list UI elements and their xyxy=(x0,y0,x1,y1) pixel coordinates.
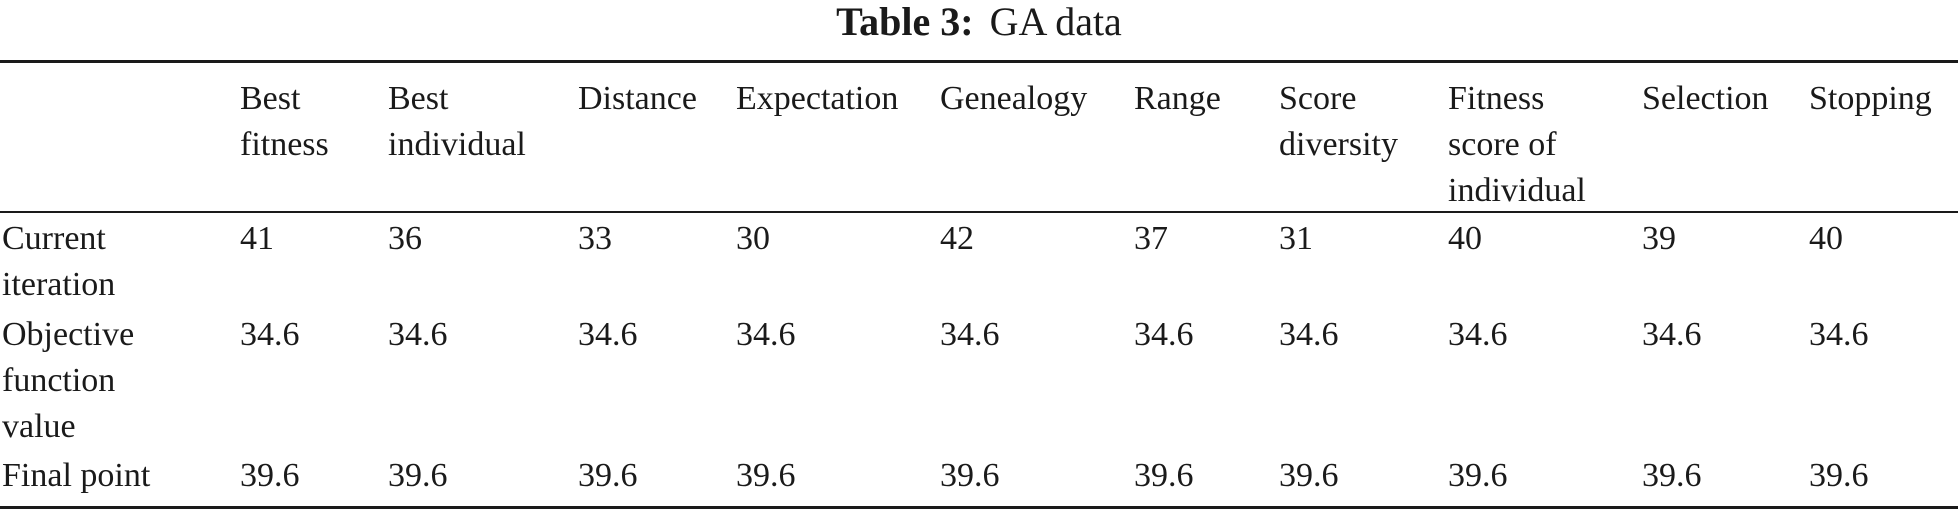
table-cell: 34.6 xyxy=(736,316,796,353)
table-cell: 34.6 xyxy=(1134,316,1194,353)
table-cell: 39.6 xyxy=(1279,457,1339,494)
table-caption-title: GA data xyxy=(989,0,1122,44)
table-cell: 34.6 xyxy=(388,316,448,353)
bottom-rule xyxy=(0,506,1958,509)
table-cell: 36 xyxy=(388,220,422,257)
table-cell: 39.6 xyxy=(578,457,638,494)
table-cell: 39.6 xyxy=(240,457,300,494)
table-cell: 34.6 xyxy=(940,316,1000,353)
table-cell: 39.6 xyxy=(388,457,448,494)
column-header: Expectation xyxy=(736,80,899,117)
table-cell: 34.6 xyxy=(1279,316,1339,353)
table-cell: 39.6 xyxy=(1448,457,1508,494)
column-header: Stopping xyxy=(1809,80,1932,117)
column-header: Selection xyxy=(1642,80,1769,117)
table-cell: 39 xyxy=(1642,220,1676,257)
table-caption: Table 3: GA data xyxy=(0,0,1958,44)
row-header: Current iteration xyxy=(2,220,116,303)
table-cell: 39.6 xyxy=(1642,457,1702,494)
table-cell: 31 xyxy=(1279,220,1313,257)
table-cell: 40 xyxy=(1448,220,1482,257)
column-header: Fitness score of individual xyxy=(1448,80,1586,209)
column-header: Best individual xyxy=(388,80,526,163)
table-cell: 41 xyxy=(240,220,274,257)
column-header: Distance xyxy=(578,80,697,117)
row-header: Final point xyxy=(2,457,151,494)
table-caption-label: Table 3: xyxy=(836,0,974,44)
table-cell: 34.6 xyxy=(1809,316,1869,353)
table-cell: 34.6 xyxy=(1448,316,1508,353)
column-header: Best fitness xyxy=(240,80,329,163)
table-cell: 40 xyxy=(1809,220,1843,257)
table-cell: 39.6 xyxy=(736,457,796,494)
column-header: Range xyxy=(1134,80,1221,117)
top-rule xyxy=(0,60,1958,63)
table-cell: 30 xyxy=(736,220,770,257)
table-cell: 39.6 xyxy=(1809,457,1869,494)
table-cell: 34.6 xyxy=(1642,316,1702,353)
table-cell: 34.6 xyxy=(578,316,638,353)
table-cell: 42 xyxy=(940,220,974,257)
table-cell: 33 xyxy=(578,220,612,257)
table-cell: 39.6 xyxy=(1134,457,1194,494)
header-rule xyxy=(0,211,1958,213)
table-cell: 37 xyxy=(1134,220,1168,257)
row-header: Objective function value xyxy=(2,316,135,445)
column-header: Genealogy xyxy=(940,80,1088,117)
column-header: Score diversity xyxy=(1279,80,1398,163)
table-cell: 34.6 xyxy=(240,316,300,353)
table-cell: 39.6 xyxy=(940,457,1000,494)
